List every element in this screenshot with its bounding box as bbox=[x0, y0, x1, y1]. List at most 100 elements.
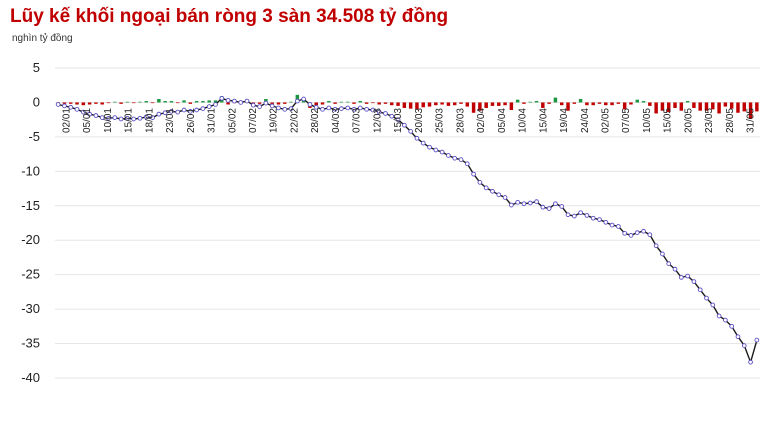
daily-net-bar bbox=[622, 102, 627, 110]
y-tick-label: 0 bbox=[33, 94, 40, 109]
daily-net-bar bbox=[295, 94, 300, 103]
x-tick-label: 05/02 bbox=[227, 108, 238, 133]
daily-net-bar bbox=[553, 97, 558, 103]
cumulative-point bbox=[464, 161, 470, 167]
cumulative-point bbox=[370, 107, 376, 113]
x-tick-label: 23/05 bbox=[704, 108, 715, 133]
cumulative-point bbox=[307, 102, 313, 107]
daily-net-bar bbox=[723, 102, 728, 107]
x-tick-label: 20/03 bbox=[414, 108, 425, 133]
x-tick-label: 15/05 bbox=[663, 108, 674, 133]
cumulative-point bbox=[80, 109, 86, 115]
daily-net-bar bbox=[188, 102, 193, 104]
cumulative-point bbox=[313, 104, 319, 110]
x-tick-label: 05/04 bbox=[497, 108, 508, 133]
daily-net-bar bbox=[169, 101, 174, 103]
x-tick-label: 28/05 bbox=[725, 108, 736, 133]
cumulative-point bbox=[169, 109, 174, 114]
daily-net-bar bbox=[497, 102, 501, 106]
daily-net-bar bbox=[666, 102, 671, 113]
cumulative-markers bbox=[55, 95, 760, 365]
cumulative-point bbox=[125, 115, 130, 121]
daily-net-bar bbox=[150, 102, 155, 104]
cumulative-point bbox=[213, 102, 218, 107]
x-tick-label: 26/01 bbox=[186, 108, 197, 133]
daily-net-bar bbox=[748, 102, 753, 119]
cumulative-point bbox=[741, 343, 747, 348]
daily-net-bar bbox=[673, 102, 677, 108]
daily-net-bar bbox=[157, 99, 161, 103]
daily-net-bar bbox=[616, 102, 621, 104]
daily-net-bar bbox=[81, 102, 86, 106]
x-tick-label: 20/05 bbox=[683, 108, 694, 133]
cumulative-point bbox=[723, 317, 728, 323]
daily-net-bar bbox=[201, 101, 205, 103]
daily-net-bar bbox=[629, 102, 633, 105]
daily-net-bar bbox=[711, 102, 715, 110]
daily-net-bar bbox=[742, 102, 746, 112]
daily-net-bar bbox=[515, 99, 520, 103]
cumulative-point bbox=[452, 155, 458, 161]
daily-net-bar bbox=[301, 100, 306, 103]
daily-net-bar bbox=[87, 102, 92, 105]
cumulative-point bbox=[609, 222, 615, 228]
x-tick-label: 07/02 bbox=[248, 108, 259, 133]
cumulative-point bbox=[427, 144, 432, 150]
cumulative-point bbox=[678, 275, 684, 280]
daily-net-bar bbox=[692, 102, 696, 108]
daily-net-bar bbox=[415, 102, 419, 110]
cumulative-point bbox=[276, 105, 281, 111]
x-tick-label: 15/04 bbox=[538, 108, 549, 133]
cumulative-point bbox=[622, 230, 628, 236]
cumulative-point bbox=[691, 279, 697, 284]
x-tick-label: 10/04 bbox=[518, 108, 529, 133]
x-tick-label: 05/01 bbox=[82, 108, 93, 133]
daily-net-bar bbox=[755, 102, 759, 112]
daily-net-bar bbox=[144, 101, 149, 103]
cumulative-point bbox=[433, 147, 439, 153]
daily-net-bar bbox=[610, 102, 614, 106]
cumulative-point bbox=[521, 201, 527, 207]
cumulative-point bbox=[282, 106, 288, 112]
cumulative-point bbox=[181, 107, 187, 113]
cumulative-point bbox=[389, 113, 395, 119]
x-tick-label: 10/05 bbox=[642, 108, 653, 133]
cumulative-point bbox=[288, 106, 294, 111]
cumulative-point bbox=[87, 111, 92, 117]
cumulative-point bbox=[99, 115, 105, 120]
cumulative-point bbox=[590, 215, 596, 221]
daily-net-bar bbox=[182, 100, 186, 103]
cumulative-point bbox=[238, 100, 244, 105]
cumulative-point bbox=[704, 295, 709, 301]
cumulative-point bbox=[250, 102, 256, 108]
daily-net-bar bbox=[345, 101, 350, 103]
cumulative-point bbox=[326, 105, 332, 111]
cumulative-point bbox=[748, 359, 753, 365]
daily-net-bar bbox=[320, 102, 325, 105]
cumulative-point bbox=[672, 266, 678, 272]
cumulative-point bbox=[244, 98, 250, 104]
cumulative-point bbox=[194, 107, 199, 113]
y-tick-label: -30 bbox=[21, 301, 40, 316]
cumulative-point bbox=[641, 228, 646, 234]
daily-net-bar bbox=[641, 101, 646, 103]
x-tick-label: 02/05 bbox=[600, 108, 611, 133]
x-tick-label: 07/05 bbox=[621, 108, 632, 133]
daily-net-bar bbox=[339, 101, 344, 103]
cumulative-point bbox=[118, 116, 124, 122]
cumulative-point bbox=[175, 109, 181, 115]
cumulative-point bbox=[754, 337, 760, 343]
daily-net-bar bbox=[276, 102, 281, 105]
cumulative-point bbox=[62, 103, 67, 109]
daily-net-bar bbox=[704, 102, 709, 111]
daily-net-bar bbox=[390, 102, 394, 106]
cumulative-point bbox=[571, 213, 577, 219]
cumulative-point bbox=[269, 103, 275, 109]
daily-net-bar bbox=[585, 102, 589, 106]
daily-net-bar bbox=[717, 102, 721, 114]
daily-net-bar bbox=[654, 102, 658, 114]
cumulative-point bbox=[301, 96, 306, 102]
daily-net-bar bbox=[383, 102, 388, 104]
x-tick-label: 24/04 bbox=[580, 108, 591, 133]
daily-net-bar bbox=[534, 101, 539, 103]
